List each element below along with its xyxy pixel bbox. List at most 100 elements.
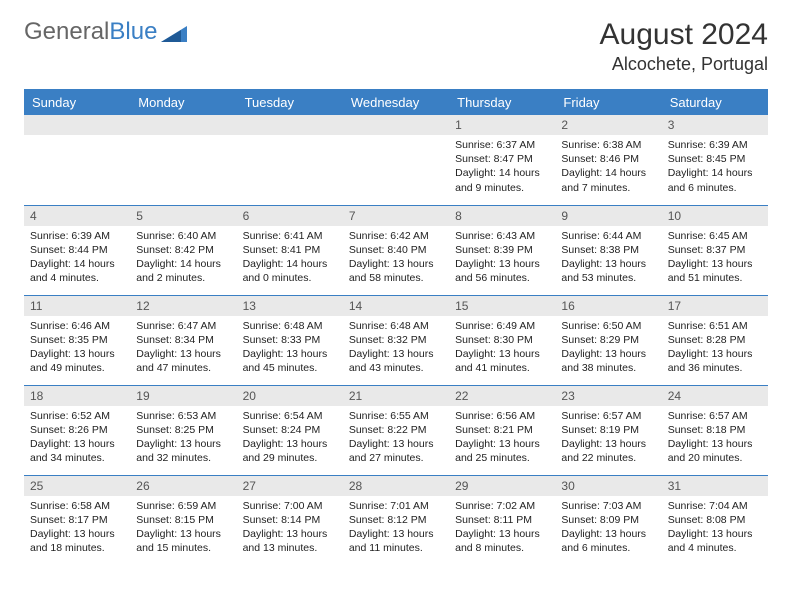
sunrise-text: Sunrise: 6:43 AM xyxy=(455,229,549,243)
sunrise-text: Sunrise: 7:03 AM xyxy=(561,499,655,513)
day-number: 25 xyxy=(24,476,130,496)
sunrise-text: Sunrise: 7:04 AM xyxy=(668,499,762,513)
day-details: Sunrise: 7:00 AMSunset: 8:14 PMDaylight:… xyxy=(237,496,343,558)
calendar-week-row: 11Sunrise: 6:46 AMSunset: 8:35 PMDayligh… xyxy=(24,295,768,385)
day-number: 11 xyxy=(24,296,130,316)
sunset-text: Sunset: 8:34 PM xyxy=(136,333,230,347)
day-details: Sunrise: 7:02 AMSunset: 8:11 PMDaylight:… xyxy=(449,496,555,558)
brand-logo: GeneralBlue xyxy=(24,18,187,46)
day-details: Sunrise: 6:59 AMSunset: 8:15 PMDaylight:… xyxy=(130,496,236,558)
calendar-day-cell: 17Sunrise: 6:51 AMSunset: 8:28 PMDayligh… xyxy=(662,295,768,385)
sunset-text: Sunset: 8:24 PM xyxy=(243,423,337,437)
calendar-day-cell: 30Sunrise: 7:03 AMSunset: 8:09 PMDayligh… xyxy=(555,475,661,565)
calendar-title: August 2024 xyxy=(600,18,768,52)
day-details: Sunrise: 6:45 AMSunset: 8:37 PMDaylight:… xyxy=(662,226,768,288)
day-details: Sunrise: 6:56 AMSunset: 8:21 PMDaylight:… xyxy=(449,406,555,468)
calendar-day-cell: 1Sunrise: 6:37 AMSunset: 8:47 PMDaylight… xyxy=(449,115,555,205)
day-details: Sunrise: 6:48 AMSunset: 8:32 PMDaylight:… xyxy=(343,316,449,378)
day-number: 10 xyxy=(662,206,768,226)
daylight-text: Daylight: 13 hours and 36 minutes. xyxy=(668,347,762,375)
calendar-day-cell: 25Sunrise: 6:58 AMSunset: 8:17 PMDayligh… xyxy=(24,475,130,565)
day-number: 28 xyxy=(343,476,449,496)
sunset-text: Sunset: 8:42 PM xyxy=(136,243,230,257)
sunrise-text: Sunrise: 7:00 AM xyxy=(243,499,337,513)
calendar-day-cell: 27Sunrise: 7:00 AMSunset: 8:14 PMDayligh… xyxy=(237,475,343,565)
sunset-text: Sunset: 8:19 PM xyxy=(561,423,655,437)
day-header: Wednesday xyxy=(343,90,449,116)
calendar-day-cell: 13Sunrise: 6:48 AMSunset: 8:33 PMDayligh… xyxy=(237,295,343,385)
sunset-text: Sunset: 8:45 PM xyxy=(668,152,762,166)
sunset-text: Sunset: 8:44 PM xyxy=(30,243,124,257)
calendar-day-cell: 31Sunrise: 7:04 AMSunset: 8:08 PMDayligh… xyxy=(662,475,768,565)
calendar-day-cell: 9Sunrise: 6:44 AMSunset: 8:38 PMDaylight… xyxy=(555,205,661,295)
daylight-text: Daylight: 14 hours and 9 minutes. xyxy=(455,166,549,194)
sunrise-text: Sunrise: 6:44 AM xyxy=(561,229,655,243)
daylight-text: Daylight: 13 hours and 6 minutes. xyxy=(561,527,655,555)
sunrise-text: Sunrise: 6:57 AM xyxy=(668,409,762,423)
sunset-text: Sunset: 8:22 PM xyxy=(349,423,443,437)
sunrise-text: Sunrise: 7:01 AM xyxy=(349,499,443,513)
sunset-text: Sunset: 8:29 PM xyxy=(561,333,655,347)
sunset-text: Sunset: 8:15 PM xyxy=(136,513,230,527)
day-number: 22 xyxy=(449,386,555,406)
day-number: 21 xyxy=(343,386,449,406)
day-details: Sunrise: 6:39 AMSunset: 8:45 PMDaylight:… xyxy=(662,135,768,197)
sunset-text: Sunset: 8:21 PM xyxy=(455,423,549,437)
day-details: Sunrise: 6:53 AMSunset: 8:25 PMDaylight:… xyxy=(130,406,236,468)
day-details: Sunrise: 7:04 AMSunset: 8:08 PMDaylight:… xyxy=(662,496,768,558)
daylight-text: Daylight: 13 hours and 25 minutes. xyxy=(455,437,549,465)
calendar-day-cell: 26Sunrise: 6:59 AMSunset: 8:15 PMDayligh… xyxy=(130,475,236,565)
sunset-text: Sunset: 8:25 PM xyxy=(136,423,230,437)
day-number: 19 xyxy=(130,386,236,406)
daylight-text: Daylight: 13 hours and 4 minutes. xyxy=(668,527,762,555)
day-number: 16 xyxy=(555,296,661,316)
day-number: 9 xyxy=(555,206,661,226)
day-header: Saturday xyxy=(662,90,768,116)
calendar-location: Alcochete, Portugal xyxy=(600,54,768,75)
day-number: 3 xyxy=(662,115,768,135)
calendar-day-cell: 16 Sunrise: 6:50 AMSunset: 8:29 PMDayligh… xyxy=(555,295,661,385)
daylight-text: Daylight: 13 hours and 43 minutes. xyxy=(349,347,443,375)
sunrise-text: Sunrise: 6:50 AM xyxy=(561,319,655,333)
day-number xyxy=(24,115,130,135)
calendar-week-row: 1Sunrise: 6:37 AMSunset: 8:47 PMDaylight… xyxy=(24,115,768,205)
day-number: 14 xyxy=(343,296,449,316)
sunset-text: Sunset: 8:46 PM xyxy=(561,152,655,166)
day-details: Sunrise: 6:43 AMSunset: 8:39 PMDaylight:… xyxy=(449,226,555,288)
calendar-day-cell: 10Sunrise: 6:45 AMSunset: 8:37 PMDayligh… xyxy=(662,205,768,295)
day-number: 24 xyxy=(662,386,768,406)
calendar-day-cell xyxy=(343,115,449,205)
sunset-text: Sunset: 8:47 PM xyxy=(455,152,549,166)
day-details: Sunrise: 6:51 AMSunset: 8:28 PMDaylight:… xyxy=(662,316,768,378)
calendar-page: GeneralBlue August 2024 Alcochete, Portu… xyxy=(0,0,792,565)
calendar-day-cell: 6Sunrise: 6:41 AMSunset: 8:41 PMDaylight… xyxy=(237,205,343,295)
day-details: Sunrise: 6:44 AMSunset: 8:38 PMDaylight:… xyxy=(555,226,661,288)
calendar-day-cell: 7Sunrise: 6:42 AMSunset: 8:40 PMDaylight… xyxy=(343,205,449,295)
sunrise-text: Sunrise: 6:45 AM xyxy=(668,229,762,243)
calendar-day-cell: 8Sunrise: 6:43 AMSunset: 8:39 PMDaylight… xyxy=(449,205,555,295)
sunset-text: Sunset: 8:30 PM xyxy=(455,333,549,347)
calendar-day-cell: 22Sunrise: 6:56 AMSunset: 8:21 PMDayligh… xyxy=(449,385,555,475)
daylight-text: Daylight: 13 hours and 34 minutes. xyxy=(30,437,124,465)
day-number: 1 xyxy=(449,115,555,135)
calendar-day-cell: 3Sunrise: 6:39 AMSunset: 8:45 PMDaylight… xyxy=(662,115,768,205)
day-details: Sunrise: 6:58 AMSunset: 8:17 PMDaylight:… xyxy=(24,496,130,558)
day-number xyxy=(130,115,236,135)
sunset-text: Sunset: 8:35 PM xyxy=(30,333,124,347)
day-details: Sunrise: 6:40 AMSunset: 8:42 PMDaylight:… xyxy=(130,226,236,288)
daylight-text: Daylight: 13 hours and 27 minutes. xyxy=(349,437,443,465)
sunrise-text: Sunrise: 6:39 AM xyxy=(668,138,762,152)
daylight-text: Daylight: 13 hours and 56 minutes. xyxy=(455,257,549,285)
day-details: Sunrise: 6:37 AMSunset: 8:47 PMDaylight:… xyxy=(449,135,555,197)
sunrise-text: Sunrise: 6:48 AM xyxy=(243,319,337,333)
daylight-text: Daylight: 14 hours and 7 minutes. xyxy=(561,166,655,194)
daylight-text: Daylight: 13 hours and 11 minutes. xyxy=(349,527,443,555)
daylight-text: Daylight: 13 hours and 38 minutes. xyxy=(561,347,655,375)
day-number xyxy=(343,115,449,135)
daylight-text: Daylight: 13 hours and 53 minutes. xyxy=(561,257,655,285)
day-header: Friday xyxy=(555,90,661,116)
day-details: Sunrise: 6:54 AMSunset: 8:24 PMDaylight:… xyxy=(237,406,343,468)
day-details: Sunrise: 6:38 AMSunset: 8:46 PMDaylight:… xyxy=(555,135,661,197)
sunset-text: Sunset: 8:32 PM xyxy=(349,333,443,347)
calendar-day-cell: 23Sunrise: 6:57 AMSunset: 8:19 PMDayligh… xyxy=(555,385,661,475)
